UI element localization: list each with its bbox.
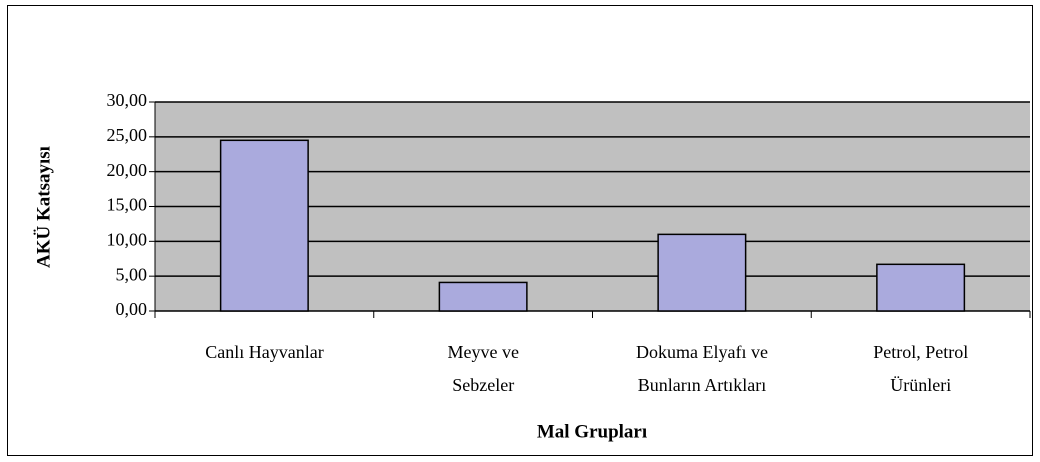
x-axis-title: Mal Grupları xyxy=(537,421,647,442)
x-tick-label: Meyve ve Sebzeler xyxy=(447,342,519,395)
y-tick-label: 10,00 xyxy=(107,229,148,249)
bar xyxy=(876,263,966,312)
y-tick-label: 0,00 xyxy=(116,299,148,319)
x-tick-label: Dokuma Elyafı ve Bunların Artıkları xyxy=(636,342,768,395)
bar xyxy=(219,139,309,312)
y-tick-label: 25,00 xyxy=(107,125,148,145)
y-tick-label: 30,00 xyxy=(107,90,148,110)
bar xyxy=(438,281,528,312)
bar xyxy=(657,233,747,312)
x-tick-label: Petrol, Petrol Ürünleri xyxy=(873,342,969,395)
y-axis-title: AKÜ Katsayısı xyxy=(33,146,54,268)
y-tick-label: 5,00 xyxy=(116,264,148,284)
y-tick-label: 20,00 xyxy=(107,160,148,180)
y-tick-label: 15,00 xyxy=(107,195,148,215)
x-tick-label: Canlı Hayvanlar xyxy=(205,342,324,362)
